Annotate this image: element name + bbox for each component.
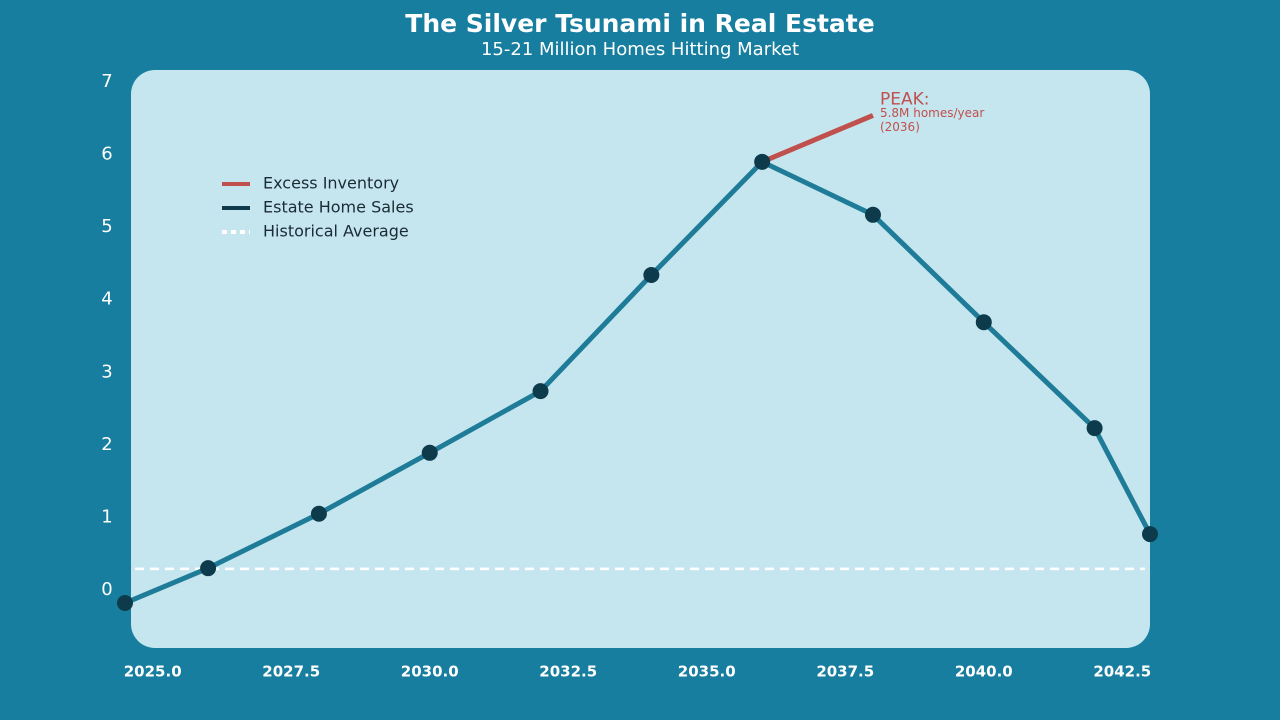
- data-point: [310, 505, 327, 522]
- y-tick-label: 3: [101, 361, 112, 382]
- data-point: [754, 153, 771, 170]
- x-tick-label: 2040.0: [955, 663, 1013, 681]
- data-point: [117, 595, 133, 612]
- series-line: [761, 113, 874, 165]
- y-tick-label: 5: [101, 216, 112, 237]
- y-tick-label: 4: [101, 289, 112, 310]
- data-point: [421, 444, 438, 461]
- legend-label: Historical Average: [263, 222, 409, 241]
- chart-subtitle: 15-21 Million Homes Hitting Market: [481, 39, 799, 60]
- x-tick-label: 2035.0: [678, 663, 736, 681]
- y-tick-label: 6: [101, 144, 112, 165]
- legend-label: Excess Inventory: [263, 174, 399, 193]
- chart-title: The Silver Tsunami in Real Estate: [405, 9, 874, 38]
- y-tick-label: 7: [101, 71, 112, 92]
- data-point: [1086, 420, 1103, 437]
- data-point: [975, 314, 992, 331]
- x-tick-label: 2037.5: [816, 663, 874, 681]
- annotation-title: PEAK:: [880, 89, 930, 109]
- data-point: [864, 206, 881, 223]
- plot-panel: [131, 70, 1150, 648]
- y-tick-label: 1: [101, 506, 112, 527]
- data-point: [532, 383, 549, 400]
- annotation-text: 5.8M homes/year: [880, 106, 984, 120]
- legend-label: Estate Home Sales: [263, 198, 414, 217]
- y-tick-label: 2: [101, 434, 112, 455]
- data-point: [1142, 526, 1158, 543]
- x-tick-label: 2025.0: [124, 663, 182, 681]
- x-tick-label: 2027.5: [262, 663, 320, 681]
- data-point: [643, 267, 660, 284]
- y-tick-label: 0: [101, 579, 112, 600]
- x-tick-label: 2032.5: [539, 663, 597, 681]
- annotation-text: (2036): [880, 120, 920, 134]
- x-tick-label: 2030.0: [401, 663, 459, 681]
- data-point: [200, 560, 217, 577]
- x-tick-label: 2042.5: [1093, 663, 1151, 681]
